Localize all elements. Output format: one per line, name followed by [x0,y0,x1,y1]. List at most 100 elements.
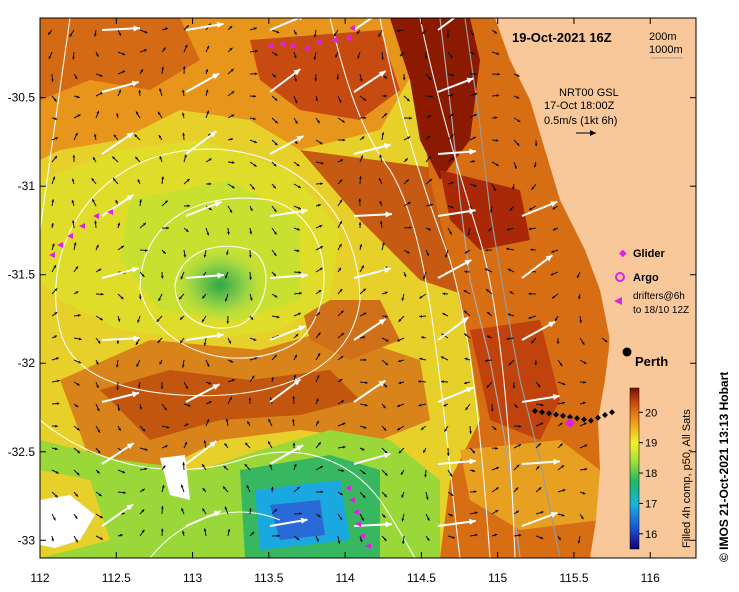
current-vector-head [226,252,229,256]
drifter-point [345,35,351,41]
current-vector-head [297,312,301,316]
current-vector-head [338,99,342,103]
current-vector-head [255,49,258,53]
current-vector-head [397,427,401,431]
current-vector-head [144,448,148,451]
current-vector-head [118,32,122,36]
gsl-vector [437,519,476,527]
reference-arrow-icon [576,130,596,136]
gsl-vector-head [216,21,224,28]
current-vector-head [296,486,300,490]
y-tick-label: -31 [18,179,36,193]
current-vector-head [203,254,207,258]
gsl-vector [269,68,301,93]
current-vector-head [580,516,584,520]
gsl-vector [521,395,560,403]
gsl-vector [353,70,387,93]
current-vector-head [556,341,560,345]
drifter-point [93,213,99,219]
current-vector-head [382,514,386,518]
current-vector-head [183,254,187,258]
current-vector-head [385,314,388,318]
current-vector-head [360,155,364,159]
current-vector-head [273,74,277,78]
current-vector-head [98,493,102,497]
gsl-vector-head [209,441,217,448]
current-vector-head [161,66,165,70]
current-vector-head [449,473,453,477]
current-vector-head [292,396,296,399]
current-vector-head [314,78,318,82]
current-vector-head [383,113,387,117]
current-vector-head [166,425,170,429]
gsl-vector-head [462,7,469,13]
gsl-vector [437,18,456,31]
current-vector-head [357,55,361,59]
drifter-marker-icon [614,297,622,305]
current-vector-head [398,450,402,454]
current-vector-head [93,133,97,137]
current-vector-head [273,273,276,277]
gsl-vector-head [469,458,476,465]
current-vector-head [507,268,511,272]
gsl-vector [101,337,141,341]
current-vector-head [464,357,468,361]
current-vector-head [359,244,363,247]
current-vector-head [181,112,185,116]
current-vector-head [48,55,52,59]
current-vector-head [182,462,186,465]
current-vector-head [341,119,345,123]
current-vector-head [364,403,368,407]
current-vector-head [319,267,323,271]
current-vector-head [139,199,142,203]
current-vector-head [401,518,405,522]
current-vector-head [208,182,212,186]
current-vector-head [71,220,75,224]
gsl-vector-head [126,504,134,511]
current-vector-head [180,276,184,280]
current-vector-head [472,450,475,454]
gsl-vector-head [216,332,224,339]
current-vector-head [583,361,587,364]
gsl-vector [269,444,304,465]
drifter-point [289,43,295,49]
current-vector-head [122,52,126,56]
gsl-vector [353,452,391,465]
current-vector-head [208,207,212,211]
current-vector-head [142,428,146,432]
current-vector-head [537,443,541,447]
current-vector-head [203,528,207,532]
current-vector-head [320,161,324,165]
current-vector-head [381,57,384,60]
current-vector-head [51,79,54,82]
gsl-vector [269,518,308,527]
current-vector-head [117,408,121,412]
current-vector-head [76,427,80,431]
current-vector-head [451,73,455,77]
current-vector-head [268,441,271,445]
current-vector-head [427,135,431,139]
current-vector-head [249,231,253,235]
current-vector-head [471,32,474,36]
y-axis: -30.5 -31 -31.5 -32 -32.5 -33 [8,91,696,547]
gsl-vector-head [293,69,301,76]
gsl-vector [269,274,308,279]
current-vector-head [426,537,430,541]
current-vector-head [293,463,297,467]
current-vector-head [51,223,54,226]
current-vector-head [77,114,81,118]
current-vector-head [179,316,183,320]
glider-point [602,412,608,418]
gsl-vector-head [296,135,304,142]
current-vector-head [77,450,81,454]
current-vector-head [162,250,166,254]
current-vector-head [486,289,490,292]
current-vector-head [117,222,121,226]
current-vector-head [206,418,210,422]
current-vector-head [249,297,253,301]
current-vector-head [268,419,271,423]
gsl-vector [269,209,308,217]
current-vector-head [420,427,424,430]
current-vector-head [528,292,532,296]
current-vector-head [317,442,321,446]
